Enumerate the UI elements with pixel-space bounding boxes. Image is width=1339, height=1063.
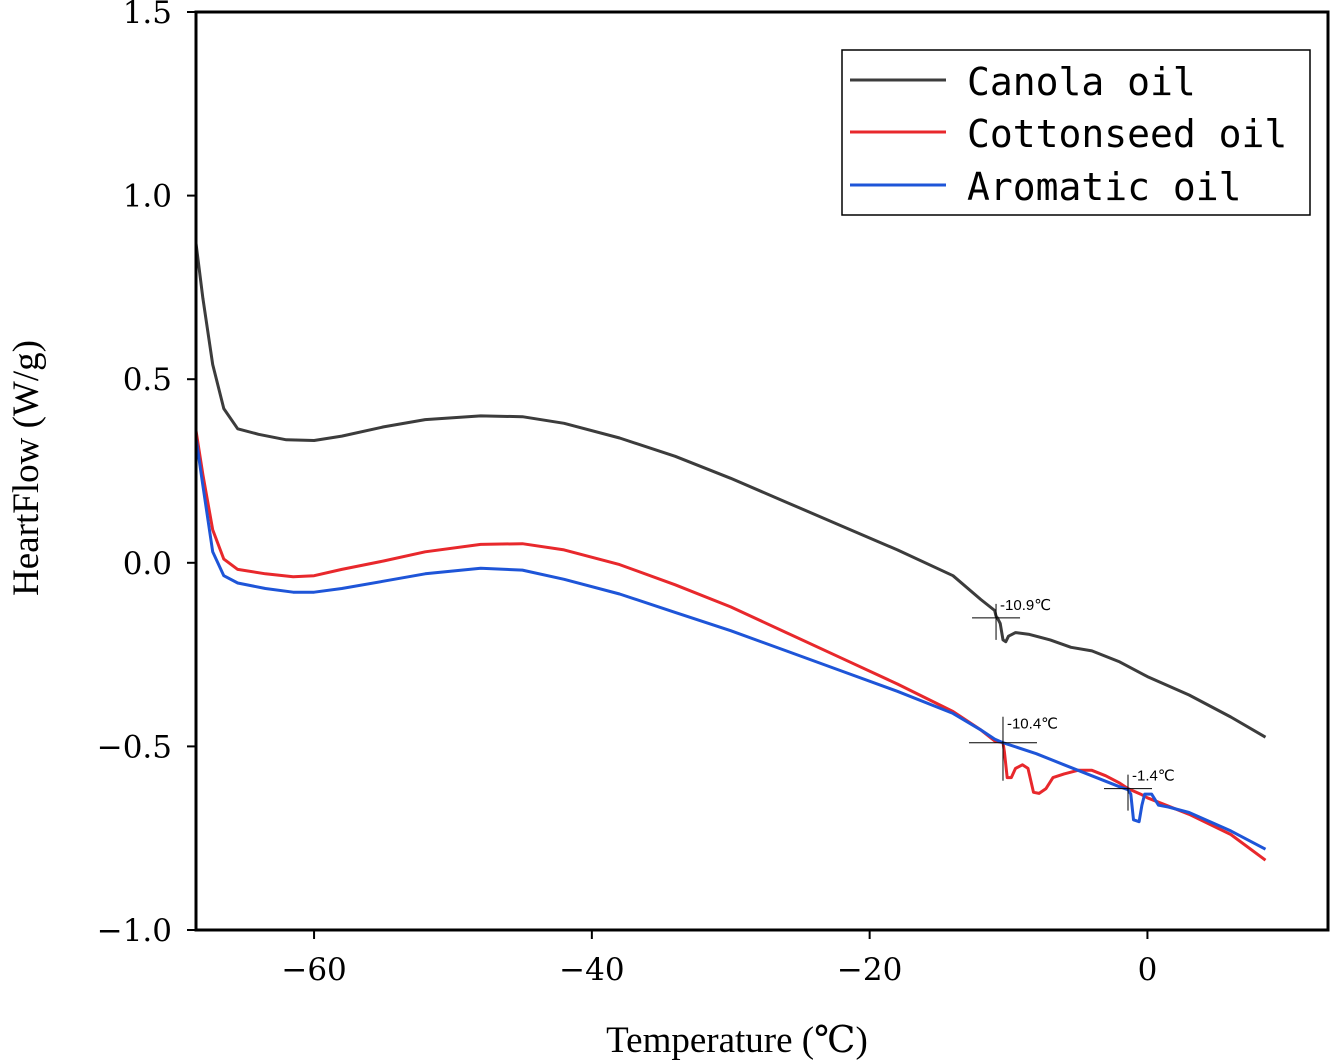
series-line-aromatic-oil (194, 437, 1267, 851)
x-tick-label: −20 (837, 952, 902, 988)
legend-label-canola: Canola oil (967, 60, 1196, 104)
tick-layer: −60 −40 −20 0 1.5 1.0 0.5 0.0 −0.5 −1.0 (97, 0, 1158, 988)
legend-label-aromatic: Aromatic oil (967, 165, 1242, 209)
x-tick-label: −60 (281, 952, 346, 988)
y-tick-label: 1.0 (123, 179, 172, 215)
annotation-label: -10.9℃ (1000, 597, 1051, 614)
legend-label-cottonseed: Cottonseed oil (967, 112, 1287, 156)
annotation-label: -10.4℃ (1007, 716, 1058, 733)
legend: Canola oil Cottonseed oil Aromatic oil (841, 49, 1311, 216)
y-tick-label: 0.5 (123, 362, 172, 398)
y-axis-title: HeartFlow (W/g) (6, 340, 47, 596)
annotation-layer: -10.9℃ -10.4℃ -1.4℃ (968, 597, 1175, 811)
x-tick-label: 0 (1138, 952, 1158, 988)
annotation-label: -1.4℃ (1132, 768, 1175, 785)
series-layer (194, 243, 1267, 862)
plot-frame (194, 10, 1330, 932)
y-tick-label: −1.0 (97, 913, 172, 949)
x-tick-label: −40 (559, 952, 624, 988)
x-axis-title: Temperature (℃) (606, 1020, 868, 1061)
y-tick-label: 1.5 (123, 0, 172, 31)
series-line-canola-oil (194, 243, 1267, 739)
y-tick-label: −0.5 (97, 729, 172, 765)
y-tick-label: 0.0 (123, 546, 172, 582)
series-line-cottonseed-oil (194, 430, 1267, 862)
